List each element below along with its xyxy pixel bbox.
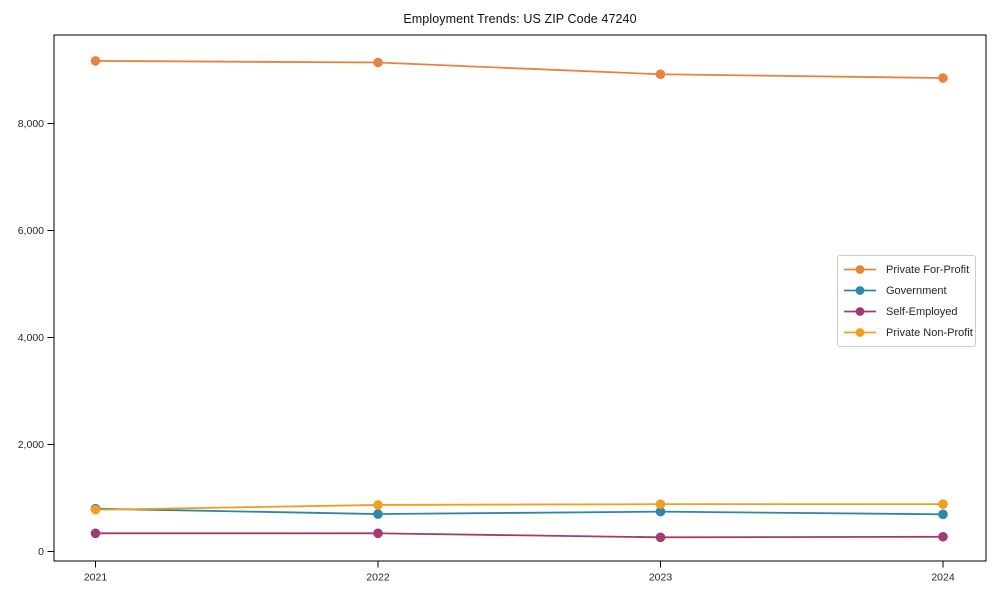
legend: Private For-Profit Government Self-Employe…	[837, 255, 976, 347]
legend-marker-government-icon	[844, 286, 876, 295]
x-tick-label: 2021	[84, 572, 108, 584]
legend-item-private-non-profit: Private Non-Profit	[838, 322, 975, 343]
y-tick-label: 8,000	[18, 118, 44, 130]
marker-private-non-profit-2023	[655, 499, 666, 509]
series-line-self-employed	[95, 532, 944, 539]
x-tick-label: 2022	[366, 572, 390, 584]
y-tick-label: 4,000	[18, 332, 44, 344]
legend-item-government: Government	[838, 280, 975, 301]
marker-private-for-profit-2022	[373, 57, 383, 68]
y-tick-label: 0	[38, 546, 44, 558]
marker-private-non-profit-2021	[90, 504, 101, 515]
y-tick-label: 2,000	[18, 439, 44, 451]
series-line-government	[95, 507, 944, 516]
plot-border	[53, 34, 987, 562]
marker-self-employed-2023	[655, 532, 666, 543]
series-line-private-for-profit	[95, 60, 944, 79]
marker-private-for-profit-2023	[655, 69, 666, 80]
legend-label: Government	[886, 284, 947, 297]
legend-item-self-employed: Self-Employed	[838, 301, 975, 322]
marker-private-for-profit-2024	[938, 73, 948, 83]
legend-marker-private-non-profit-icon	[844, 328, 876, 337]
legend-label: Private Non-Profit	[886, 326, 973, 339]
legend-marker-self-employed-icon	[844, 307, 876, 316]
marker-private-non-profit-2024	[938, 499, 948, 509]
marker-self-employed-2022	[373, 528, 383, 539]
legend-label: Self-Employed	[886, 305, 958, 318]
marker-government-2022	[373, 509, 383, 519]
marker-private-for-profit-2021	[90, 56, 101, 66]
chart-title: Employment Trends: US ZIP Code 47240	[403, 12, 637, 26]
x-tick-label: 2024	[931, 572, 955, 584]
x-tick-label: 2023	[649, 572, 673, 584]
legend-label: Private For-Profit	[886, 263, 970, 276]
marker-self-employed-2024	[938, 531, 948, 542]
legend-marker-private-for-profit-icon	[844, 265, 876, 274]
series-line-private-non-profit	[95, 503, 943, 511]
marker-private-non-profit-2022	[373, 500, 383, 510]
marker-government-2023	[655, 506, 666, 517]
y-tick-label: 6,000	[18, 225, 44, 237]
marker-self-employed-2021	[90, 528, 101, 539]
marker-government-2024	[938, 509, 948, 520]
legend-item-private-for-profit: Private For-Profit	[838, 259, 975, 280]
